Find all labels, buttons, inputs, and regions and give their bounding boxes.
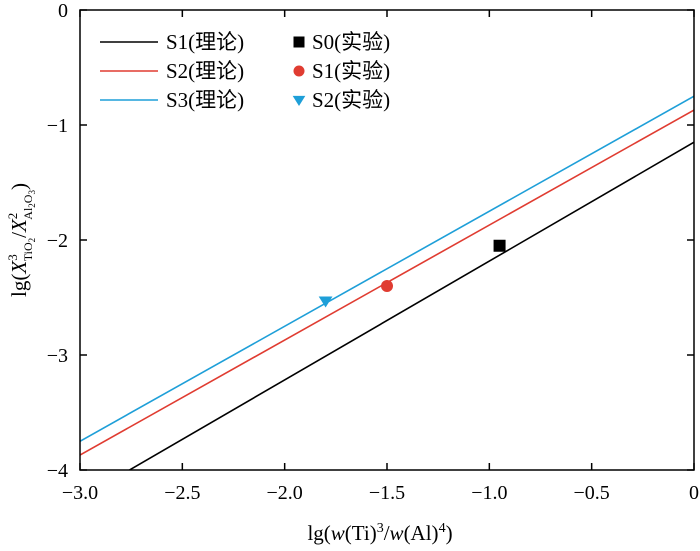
legend-marker-swatch: [293, 65, 305, 77]
y-tick-label: −4: [47, 460, 68, 482]
legend-label: S0(实验): [312, 30, 390, 54]
x-tick-label: −3.0: [62, 482, 98, 504]
x-tick-label: −1.0: [471, 482, 507, 504]
x-axis-label: lg(w(Ti)3/w(Al)4): [307, 521, 452, 545]
x-tick-label: −1.5: [369, 482, 405, 504]
axis-ticks: −3.0 −2.5 −2.0 −1.5 −1.0 −0.5 0 −4 −3 −2 −1 0: [47, 0, 699, 504]
y-tick-label: −2: [47, 230, 68, 252]
y-tick-label: 0: [58, 0, 68, 22]
legend-label: S2(理论): [166, 59, 244, 83]
legend-label: S1(实验): [312, 59, 390, 83]
data-point-1: [493, 239, 506, 252]
y-tick-label: −3: [47, 345, 68, 367]
data-point-2: [381, 280, 393, 292]
legend-label: S3(理论): [166, 88, 244, 112]
series-line-3: [80, 95, 694, 442]
legend-marker-swatch: [293, 36, 305, 48]
data-points: [318, 239, 506, 308]
legend: S1(理论) S2(理论) S3(理论) S0(实验) S1(实验) S2(实验): [100, 30, 390, 112]
series-lines: [80, 95, 694, 470]
legend-label: S1(理论): [166, 30, 244, 54]
y-tick-label: −1: [47, 115, 68, 137]
x-tick-label: 0: [689, 482, 699, 504]
x-tick-label: −2.0: [267, 482, 303, 504]
x-tick-label: −0.5: [574, 482, 610, 504]
series-line-1: [127, 141, 694, 470]
y-axis-label: lg(X3TiO2/X2Al2O3): [5, 183, 37, 297]
legend-label: S2(实验): [312, 88, 390, 112]
data-point-3: [318, 296, 333, 308]
x-tick-label: −2.5: [164, 482, 200, 504]
legend-marker-swatch: [292, 95, 306, 107]
